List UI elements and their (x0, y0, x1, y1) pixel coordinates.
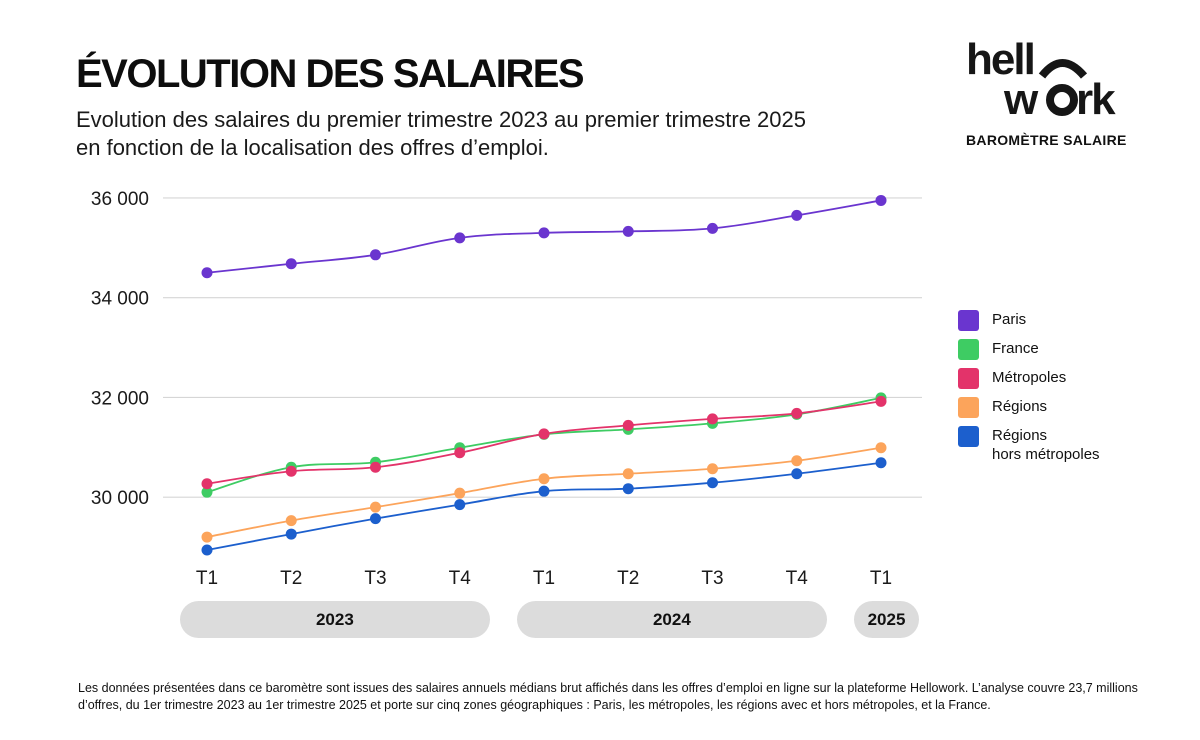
data-point (791, 209, 803, 221)
x-tick-label: T3 (364, 568, 386, 589)
y-tick-label: 32 000 (91, 388, 149, 409)
data-point (538, 485, 550, 497)
data-point (285, 465, 297, 477)
footnote: Les données présentées dans ce baromètre… (78, 681, 1138, 712)
legend-swatch (958, 310, 979, 331)
legend-swatch (958, 426, 979, 447)
data-point (538, 227, 550, 239)
x-tick-label: T3 (701, 568, 723, 589)
legend-swatch (958, 368, 979, 389)
chart-legend: Paris France Métropoles Régions Régions hors… (958, 310, 1100, 463)
data-point (201, 544, 213, 556)
legend-swatch (958, 397, 979, 418)
legend-swatch (958, 339, 979, 360)
data-point (791, 468, 803, 480)
data-point (707, 413, 718, 425)
legend-label: Régions hors métropoles (992, 427, 1100, 463)
data-point (370, 249, 381, 261)
data-point (622, 225, 634, 237)
page-subtitle: Evolution des salaires du premier trimes… (76, 107, 806, 160)
y-tick-label: 36 000 (91, 189, 149, 210)
svg-text:w: w (1003, 75, 1039, 124)
x-tick-label: T2 (280, 568, 302, 589)
x-tick-label: T4 (786, 568, 809, 589)
svg-text:rk: rk (1076, 75, 1116, 124)
x-tick-label: T1 (870, 568, 892, 589)
legend-label: Paris (992, 311, 1027, 328)
data-point (454, 232, 466, 244)
data-point (875, 194, 887, 206)
data-point (201, 531, 213, 543)
legend-item: Régions hors métropoles (958, 426, 1100, 463)
year-pill: 2023 (180, 601, 490, 638)
legend-label: Métropoles (992, 369, 1067, 386)
barometre-salaire-label: BAROMÈTRE SALAIRE (966, 132, 1127, 148)
legend-item: Métropoles (958, 368, 1100, 397)
y-tick-label: 34 000 (91, 289, 149, 310)
data-point (201, 478, 213, 490)
data-point (538, 428, 550, 440)
data-point (454, 499, 466, 511)
data-point (201, 486, 213, 498)
hellowork-logo: hell w rk (966, 36, 1118, 124)
legend-item: Régions (958, 397, 1100, 426)
year-pill: 2025 (854, 601, 919, 638)
data-point (454, 447, 466, 459)
data-point (201, 267, 213, 279)
data-point (538, 473, 550, 485)
data-point (285, 258, 297, 270)
page-title: ÉVOLUTION DES SALAIRES (76, 52, 585, 96)
data-point (622, 419, 634, 431)
data-point (791, 455, 803, 467)
data-point (370, 461, 381, 473)
data-point (707, 222, 718, 234)
x-tick-label: T2 (617, 568, 639, 589)
data-point (791, 407, 803, 419)
data-point (370, 501, 381, 513)
data-point (707, 477, 718, 489)
legend-item: France (958, 339, 1100, 368)
data-point (285, 528, 297, 540)
data-point (285, 515, 297, 527)
hellowork-logo-wordmark: hell (966, 36, 1034, 84)
legend-item: Paris (958, 310, 1100, 339)
y-tick-label: 30 000 (91, 488, 149, 509)
data-point (875, 442, 887, 454)
legend-label: France (992, 340, 1039, 357)
x-tick-label: T4 (449, 568, 472, 589)
data-point (454, 487, 466, 499)
data-point (622, 468, 634, 480)
data-point (622, 483, 634, 495)
x-tick-label: T1 (196, 568, 218, 589)
data-point (875, 457, 887, 469)
data-point (875, 395, 887, 407)
x-tick-label: T1 (533, 568, 555, 589)
salary-line-chart: 30 000 32 000 34 000 36 000 T1 T2 T3 T4 T1 T2 T3 T4… (91, 189, 922, 589)
legend-label: Régions (992, 398, 1048, 415)
series-line (206, 400, 882, 485)
data-point (707, 463, 718, 475)
data-point (370, 513, 381, 525)
year-pill: 2024 (517, 601, 827, 638)
